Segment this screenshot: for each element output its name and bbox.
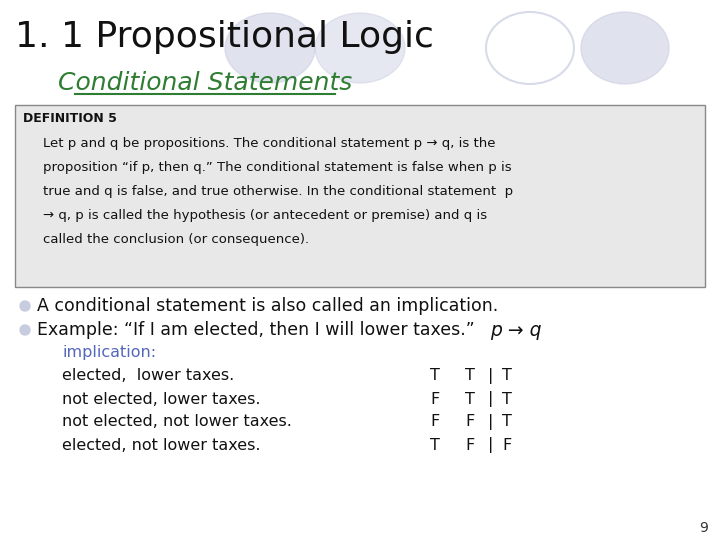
Text: T: T <box>502 368 512 383</box>
Text: not elected, lower taxes.: not elected, lower taxes. <box>62 392 261 407</box>
Text: |: | <box>488 437 493 453</box>
Text: implication:: implication: <box>62 346 156 361</box>
Text: not elected, not lower taxes.: not elected, not lower taxes. <box>62 415 292 429</box>
Text: |: | <box>488 391 493 407</box>
Text: |: | <box>488 368 493 384</box>
Text: F: F <box>430 392 439 407</box>
Ellipse shape <box>315 13 405 83</box>
Text: T: T <box>430 437 440 453</box>
Text: T: T <box>430 368 440 383</box>
Text: T: T <box>465 368 475 383</box>
Text: 9: 9 <box>699 521 708 535</box>
Ellipse shape <box>225 13 315 83</box>
Ellipse shape <box>581 12 669 84</box>
Text: Let p and q be propositions. The conditional statement p → q, is the: Let p and q be propositions. The conditi… <box>43 137 495 150</box>
Circle shape <box>20 325 30 335</box>
Text: called the conclusion (or consequence).: called the conclusion (or consequence). <box>43 233 309 246</box>
Text: F: F <box>502 437 511 453</box>
Text: Example: “If I am elected, then I will lower taxes.”: Example: “If I am elected, then I will l… <box>37 321 474 339</box>
Text: elected,  lower taxes.: elected, lower taxes. <box>62 368 234 383</box>
Text: F: F <box>465 437 474 453</box>
Text: true and q is false, and true otherwise. In the conditional statement  p: true and q is false, and true otherwise.… <box>43 185 513 198</box>
Text: T: T <box>502 415 512 429</box>
Text: |: | <box>488 414 493 430</box>
Text: Conditional Statements: Conditional Statements <box>58 71 352 95</box>
Circle shape <box>20 301 30 311</box>
Text: A conditional statement is also called an implication.: A conditional statement is also called a… <box>37 297 498 315</box>
Text: 1. 1 Propositional Logic: 1. 1 Propositional Logic <box>15 20 434 54</box>
Text: F: F <box>430 415 439 429</box>
Text: elected, not lower taxes.: elected, not lower taxes. <box>62 437 261 453</box>
Text: T: T <box>465 392 475 407</box>
Text: → q, p is called the hypothesis (or antecedent or premise) and q is: → q, p is called the hypothesis (or ante… <box>43 208 487 221</box>
Text: DEFINITION 5: DEFINITION 5 <box>23 112 117 125</box>
Text: proposition “if p, then q.” The conditional statement is false when p is: proposition “if p, then q.” The conditio… <box>43 160 512 173</box>
Text: p → q: p → q <box>490 321 541 340</box>
FancyBboxPatch shape <box>15 105 705 287</box>
Text: T: T <box>502 392 512 407</box>
Text: F: F <box>465 415 474 429</box>
